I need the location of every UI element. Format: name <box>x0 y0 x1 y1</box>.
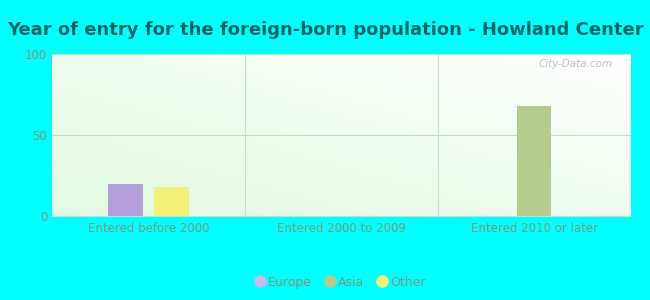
Bar <box>517 106 551 216</box>
Bar <box>154 187 189 216</box>
Legend: Europe, Asia, Other: Europe, Asia, Other <box>252 271 431 294</box>
Text: Year of entry for the foreign-born population - Howland Center: Year of entry for the foreign-born popul… <box>6 21 644 39</box>
Bar <box>108 184 142 216</box>
Text: City-Data.com: City-Data.com <box>539 59 613 69</box>
